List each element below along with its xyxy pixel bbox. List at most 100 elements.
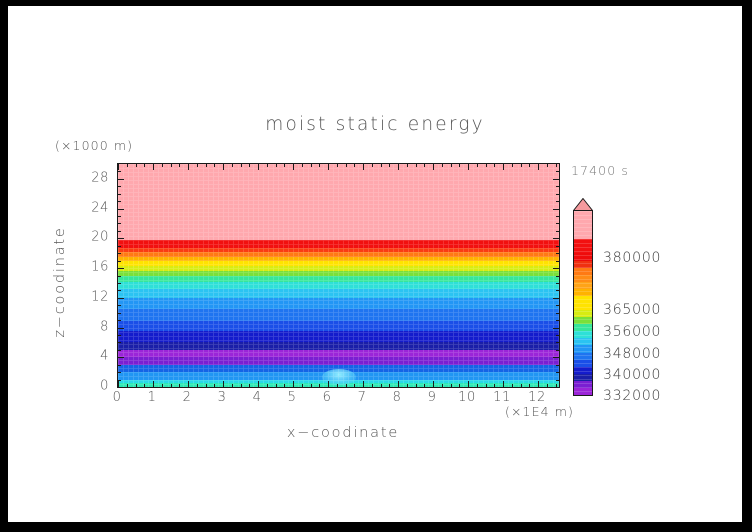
tick-mark — [336, 384, 338, 387]
colorbar-band — [574, 232, 592, 240]
x-tick-label: 8 — [392, 390, 402, 405]
tick-mark — [459, 384, 461, 387]
tick-mark — [459, 164, 461, 167]
tick-mark — [441, 384, 443, 387]
tick-mark — [529, 384, 531, 387]
contour-plot-area[interactable] — [117, 163, 560, 388]
contour-band — [118, 239, 559, 248]
contour-band — [118, 247, 559, 253]
contour-band — [118, 308, 559, 321]
x-tick-label: 1 — [147, 390, 157, 405]
tick-mark — [553, 238, 559, 240]
colorbar-band — [574, 288, 592, 297]
tick-mark — [144, 384, 146, 387]
tick-mark — [118, 193, 121, 195]
tick-mark — [118, 349, 121, 351]
tick-mark — [450, 384, 452, 387]
tick-mark — [179, 164, 181, 167]
tick-mark — [556, 320, 559, 322]
tick-mark — [415, 164, 417, 167]
tick-mark — [118, 334, 121, 336]
tick-mark — [520, 164, 522, 167]
tick-mark — [118, 381, 119, 387]
tick-mark — [275, 384, 277, 387]
colorbar-band — [574, 387, 592, 395]
tick-mark — [476, 384, 478, 387]
tick-mark — [336, 164, 338, 167]
y-tick-label: 4 — [100, 348, 109, 364]
tick-mark — [556, 253, 559, 255]
tick-mark — [511, 164, 513, 167]
tick-mark — [433, 164, 434, 170]
tick-mark — [293, 164, 294, 170]
colorbar-band — [574, 211, 592, 219]
colorbar-band — [574, 324, 592, 332]
tick-mark — [153, 381, 154, 387]
contour-band — [118, 251, 559, 257]
tick-mark — [118, 320, 121, 322]
tick-mark — [118, 216, 121, 218]
x-tick-label: 10 — [458, 390, 476, 405]
x-tick-label: 5 — [287, 390, 297, 405]
tick-mark — [284, 164, 286, 167]
colorbar-label: 380000 — [603, 250, 662, 266]
tick-mark — [520, 384, 522, 387]
colorbar-band — [574, 380, 592, 389]
contour-band — [118, 275, 559, 283]
tick-mark — [556, 312, 559, 314]
tick-mark — [468, 164, 469, 170]
x-tick-label: 9 — [427, 390, 437, 405]
colorbar-band — [574, 246, 592, 254]
tick-mark — [363, 381, 364, 387]
tick-mark — [556, 290, 559, 292]
contour-band — [118, 364, 559, 372]
tick-mark — [406, 384, 408, 387]
tick-mark — [118, 364, 121, 366]
tick-mark — [556, 342, 559, 344]
x-axis-title: x−coodinate — [286, 425, 400, 441]
y-axis-title: z−coodinate — [52, 226, 68, 338]
tick-mark — [301, 164, 303, 167]
contour-band — [118, 281, 559, 290]
tick-mark — [118, 275, 121, 277]
tick-mark — [371, 384, 373, 387]
tick-mark — [345, 164, 347, 167]
tick-mark — [556, 349, 559, 351]
tick-mark — [319, 384, 321, 387]
colorbar-band — [574, 345, 592, 354]
tick-mark — [118, 372, 121, 374]
time-annotation: 17400 s — [571, 163, 629, 178]
tick-mark — [240, 164, 242, 167]
tick-mark — [118, 282, 121, 284]
tick-mark — [424, 164, 426, 167]
tick-mark — [196, 384, 198, 387]
colorbar-label: 340000 — [603, 367, 662, 383]
tick-mark — [293, 381, 294, 387]
tick-mark — [555, 384, 557, 387]
x-tick-label: 11 — [493, 390, 511, 405]
tick-mark — [556, 201, 559, 203]
tick-mark — [556, 379, 559, 381]
tick-mark — [389, 164, 391, 167]
tick-mark — [556, 282, 559, 284]
tick-mark — [503, 164, 504, 170]
colorbar-band — [574, 366, 592, 375]
y-tick-label: 8 — [100, 319, 109, 335]
tick-mark — [546, 164, 548, 167]
tick-mark — [553, 387, 559, 388]
tick-mark — [170, 384, 172, 387]
tick-mark — [485, 164, 487, 167]
tick-mark — [126, 384, 128, 387]
tick-mark — [188, 164, 189, 170]
y-tick-label: 24 — [91, 200, 109, 216]
colorbar-band — [574, 274, 592, 283]
tick-mark — [153, 164, 154, 170]
tick-mark — [553, 178, 559, 180]
tick-mark — [249, 384, 251, 387]
colorbar-band — [574, 281, 592, 290]
tick-mark — [231, 164, 233, 167]
tick-mark — [494, 164, 496, 167]
tick-mark — [398, 381, 399, 387]
tick-mark — [258, 381, 259, 387]
